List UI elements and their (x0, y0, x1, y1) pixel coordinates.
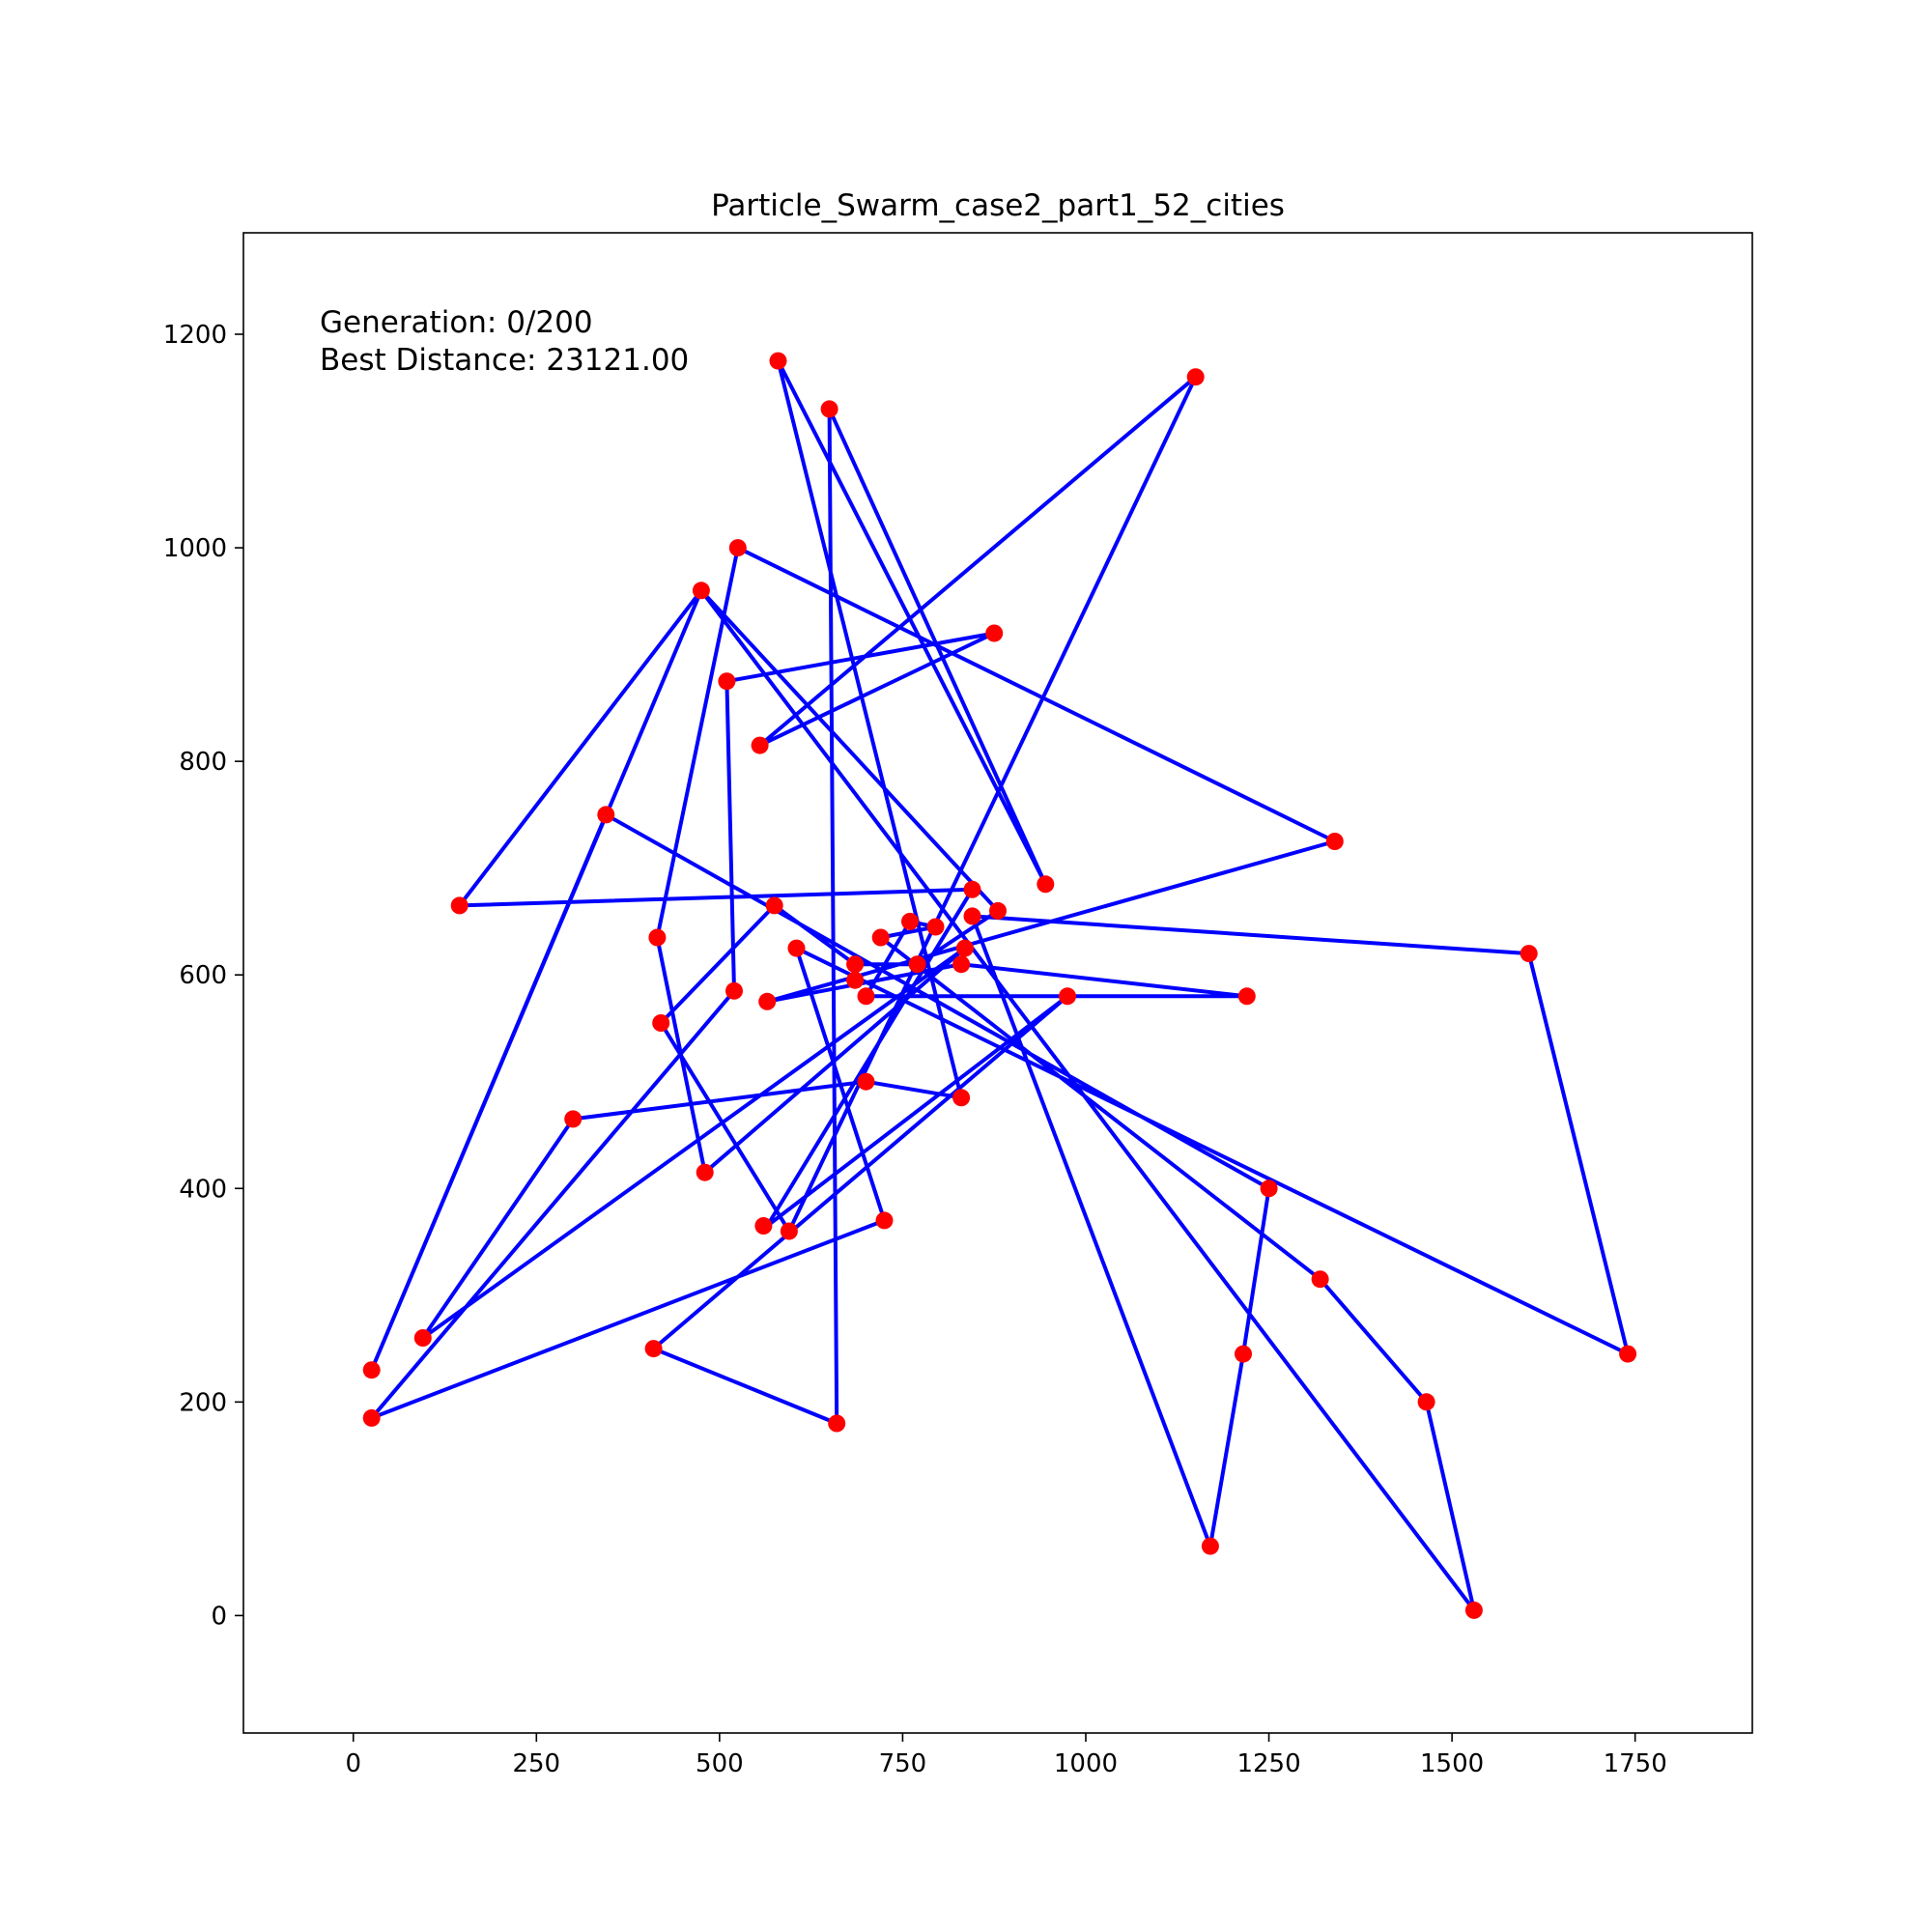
city-point-50 (1325, 833, 1344, 850)
city-point-4 (963, 907, 981, 925)
city-point-47 (952, 955, 971, 974)
city-point-49 (780, 1222, 798, 1240)
city-point-0 (758, 992, 777, 1010)
city-point-15 (875, 1211, 894, 1230)
city-point-11 (1237, 987, 1256, 1006)
city-layer (362, 352, 1637, 1619)
x-tick-label-0: 0 (345, 1749, 361, 1778)
city-point-32 (1186, 368, 1205, 386)
city-point-21 (725, 981, 743, 1000)
city-point-29 (644, 1340, 663, 1358)
city-point-9 (820, 400, 838, 418)
city-point-13 (1464, 1601, 1483, 1619)
city-point-39 (901, 912, 919, 930)
y-tick-label-1000: 1000 (163, 534, 227, 563)
y-tick-label-600: 600 (179, 961, 227, 990)
city-point-10 (1520, 945, 1538, 963)
y-tick-label-1200: 1200 (163, 321, 227, 350)
axes-frame (242, 232, 1753, 1734)
city-point-44 (751, 736, 769, 754)
city-point-17 (648, 928, 667, 947)
x-axis-ticks: 0 250 500 750 1000 1250 1500 1750 (345, 1733, 1667, 1778)
city-point-23 (955, 939, 974, 957)
city-point-30 (652, 1014, 670, 1032)
city-point-43 (857, 1072, 875, 1091)
city-point-28 (828, 1414, 846, 1433)
x-tick-label-1250: 1250 (1236, 1749, 1300, 1778)
x-tick-label-250: 250 (512, 1749, 560, 1778)
city-point-46 (1201, 1537, 1219, 1555)
y-tick-label-0: 0 (211, 1602, 227, 1631)
city-point-7 (728, 539, 747, 557)
city-point-3 (1037, 875, 1055, 894)
x-tick-label-1500: 1500 (1420, 1749, 1484, 1778)
x-tick-label-750: 750 (879, 1749, 927, 1778)
city-point-36 (908, 955, 926, 974)
city-point-18 (718, 672, 736, 691)
city-point-16 (450, 896, 469, 915)
x-tick-label-1750: 1750 (1604, 1749, 1667, 1778)
city-point-8 (769, 352, 787, 370)
city-point-42 (985, 624, 1004, 642)
city-point-5 (989, 901, 1007, 920)
city-point-45 (952, 1089, 971, 1107)
city-point-22 (696, 1163, 714, 1181)
city-point-51 (1619, 1345, 1637, 1363)
city-point-40 (692, 582, 710, 600)
city-point-6 (362, 1361, 381, 1379)
city-point-31 (765, 896, 783, 915)
city-point-24 (1059, 987, 1076, 1006)
city-point-27 (1260, 1179, 1278, 1198)
city-point-19 (754, 1217, 773, 1235)
y-tick-label-200: 200 (179, 1388, 227, 1417)
y-tick-label-800: 800 (179, 748, 227, 777)
city-point-20 (564, 1110, 582, 1128)
city-point-37 (926, 918, 945, 936)
y-tick-label-400: 400 (179, 1175, 227, 1204)
city-point-14 (963, 880, 981, 898)
generation-annotation: Generation: 0/200 (320, 305, 593, 340)
city-point-38 (871, 928, 890, 947)
city-point-12 (1417, 1393, 1435, 1411)
y-axis-ticks: 0 200 400 600 800 1000 1200 (163, 321, 243, 1631)
city-point-34 (846, 971, 865, 989)
chart-title: Particle_Swarm_case2_part1_52_cities (711, 188, 1285, 223)
city-point-26 (1311, 1270, 1329, 1289)
city-point-35 (846, 955, 865, 974)
city-point-1 (362, 1408, 381, 1427)
best-distance-annotation: Best Distance: 23121.00 (320, 343, 689, 378)
city-point-41 (413, 1329, 432, 1347)
city-point-33 (857, 987, 875, 1006)
x-tick-label-1000: 1000 (1054, 1749, 1118, 1778)
city-point-48 (787, 939, 806, 957)
x-tick-label-500: 500 (696, 1749, 744, 1778)
plot-area (362, 352, 1637, 1619)
city-point-2 (597, 806, 615, 824)
city-point-25 (1235, 1345, 1252, 1363)
